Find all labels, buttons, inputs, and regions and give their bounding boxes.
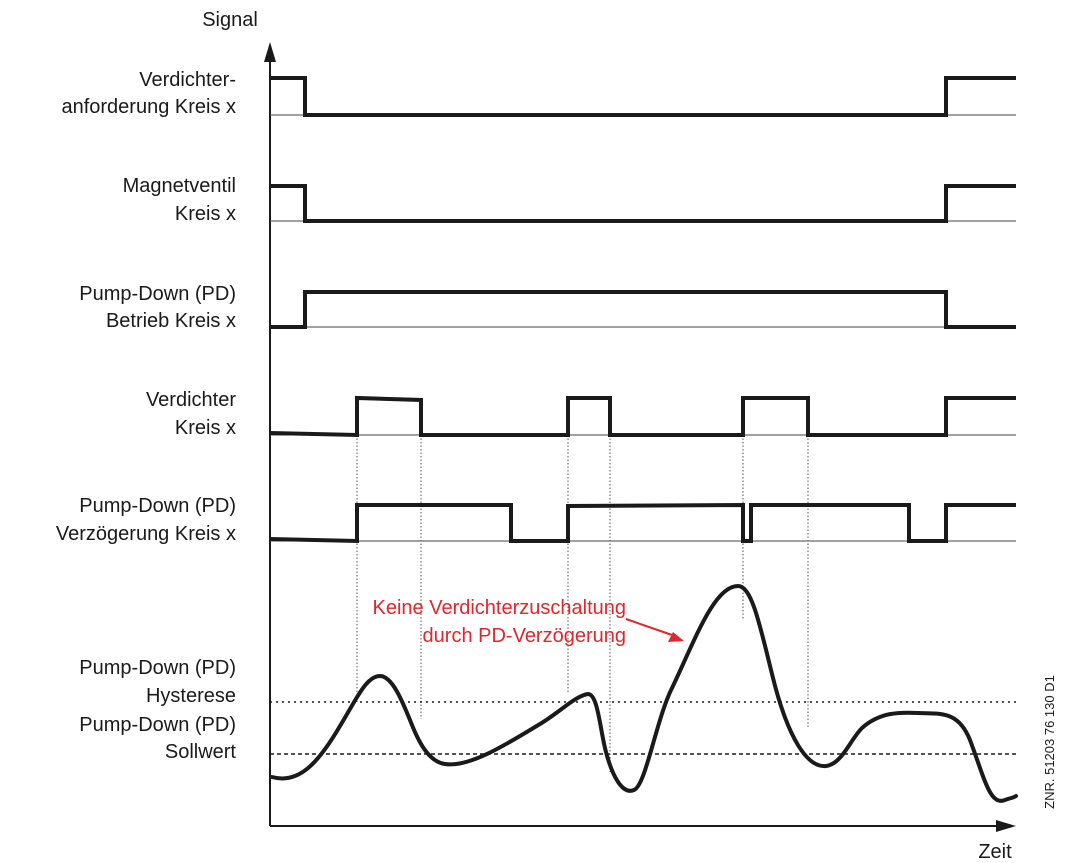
- label-verdichteranforderung-1: Verdichter-: [139, 69, 236, 91]
- x-axis-arrow: [996, 820, 1016, 832]
- trace-verdichteranforderung: [270, 76, 1016, 117]
- x-axis-label: Zeit: [978, 841, 1012, 863]
- annotation-text-1: Keine Verdichterzuschaltung: [373, 597, 627, 619]
- label-pd-betrieb-1: Pump-Down (PD): [79, 283, 236, 305]
- label-verdichteranforderung-2: anforderung Kreis x: [61, 96, 236, 118]
- y-axis-label: Signal: [202, 9, 258, 31]
- label-hysterese-2: Hysterese: [146, 685, 236, 707]
- trace-pd-verzoegerung: [269, 502, 1016, 544]
- trace-verdichter: [269, 395, 1016, 438]
- y-axis-arrow: [264, 42, 276, 62]
- label-magnetventil-1: Magnetventil: [123, 175, 236, 197]
- annotation-text-2: durch PD-Verzögerung: [423, 625, 626, 647]
- label-magnetventil-2: Kreis x: [175, 203, 236, 225]
- label-pd-verzoegerung-2: Verzögerung Kreis x: [56, 523, 236, 545]
- pressure-curve: [270, 583, 1018, 803]
- signal-labels: Verdichter- anforderung Kreis x Magnetve…: [56, 69, 237, 763]
- label-sollwert-2: Sollwert: [165, 741, 237, 763]
- baselines: [270, 114, 1016, 542]
- label-sollwert-1: Pump-Down (PD): [79, 714, 236, 736]
- document-number: ZNR. 51203 76 130 D1: [1042, 675, 1057, 809]
- label-verdichter-1: Verdichter: [146, 389, 236, 411]
- label-pd-verzoegerung-1: Pump-Down (PD): [79, 495, 236, 517]
- label-hysterese-1: Pump-Down (PD): [79, 657, 236, 679]
- label-pd-betrieb-2: Betrieb Kreis x: [106, 310, 236, 332]
- annotation-arrow-head: [668, 632, 684, 642]
- label-verdichter-2: Kreis x: [175, 417, 236, 439]
- annotation-arrow-line: [625, 618, 673, 636]
- trace-magnetventil: [270, 184, 1016, 223]
- trace-pd-betrieb: [270, 290, 1016, 329]
